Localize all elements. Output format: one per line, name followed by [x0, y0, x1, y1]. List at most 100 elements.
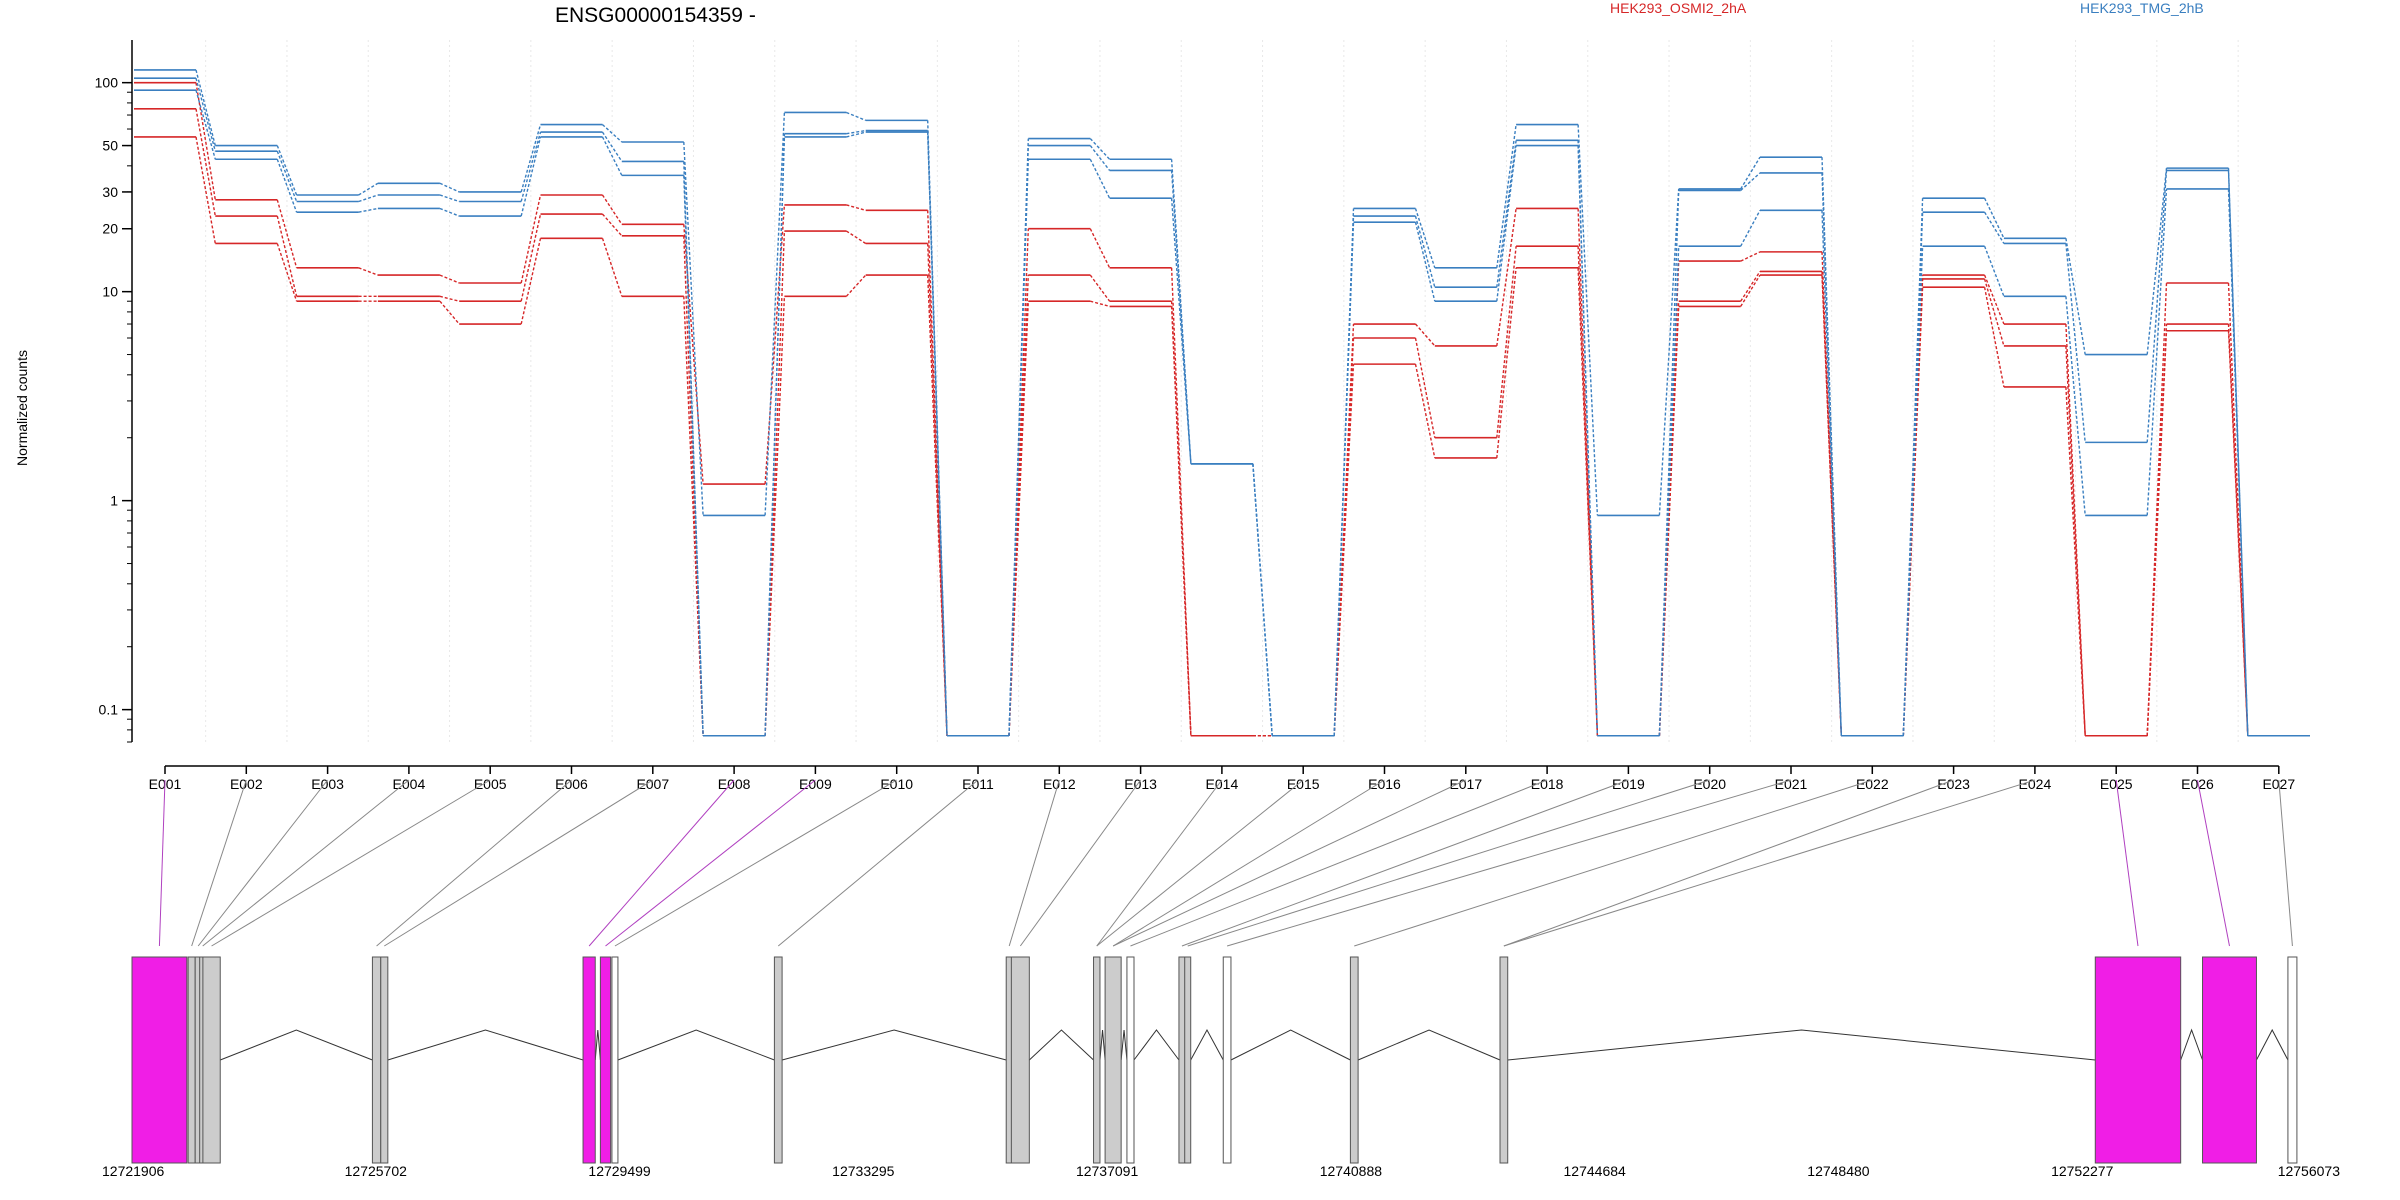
x-tick-label-e013: E013 [1124, 776, 1157, 792]
exon-box-e011 [773, 956, 783, 1164]
series-connector [1496, 208, 1517, 347]
series-connector [1902, 278, 1924, 736]
series-connector [276, 199, 298, 269]
series-connector [1414, 215, 1436, 288]
series-connector [195, 78, 216, 152]
coordinate-label: 12744684 [1564, 1163, 1627, 1179]
connector-e002 [191, 779, 247, 947]
series-connector [1414, 208, 1436, 269]
chart-title: ENSG00000154359 - [555, 4, 756, 27]
series-connector [1333, 222, 1355, 736]
series-connector [601, 136, 623, 176]
exon-box-e023 [2202, 956, 2257, 1164]
coordinate-label: 12725702 [345, 1163, 408, 1179]
genomic-coordinate-axis: 12721906 12725702 12729499 12733295 12737091… [102, 1163, 2340, 1179]
x-tick-label-e016: E016 [1368, 776, 1401, 792]
series-connector [601, 131, 623, 162]
series-connector [1821, 275, 1842, 736]
series-connector [764, 112, 786, 516]
intron-line [1099, 1029, 1106, 1061]
series-connector [1089, 145, 1111, 171]
series-connector [358, 194, 379, 203]
series-connector [520, 136, 542, 217]
series-connector [2146, 168, 2168, 355]
legend-entry-tmg: HEK293_TMG_2hB [2080, 0, 2204, 16]
exon-box-e019 [1222, 956, 1232, 1164]
connector-e022 [1354, 779, 1873, 947]
y-tick-label: 100 [95, 75, 119, 91]
exon-box-e016 [1126, 956, 1135, 1164]
series-connector [1170, 306, 1192, 736]
series-connector [1090, 300, 1110, 308]
series-5 [134, 77, 2310, 737]
series-4 [134, 69, 2310, 737]
intron-line [1028, 1029, 1094, 1061]
x-tick-label-e015: E015 [1287, 776, 1320, 792]
intron-line [1120, 1029, 1128, 1061]
exon-box-e009 [599, 956, 612, 1164]
series-connector [1089, 228, 1111, 269]
series-connector [520, 213, 542, 302]
series-connector [1414, 222, 1436, 302]
y-tick-label: 50 [102, 138, 118, 154]
x-tick-label-e022: E022 [1856, 776, 1889, 792]
x-tick-label-e026: E026 [2181, 776, 2214, 792]
connector-e007 [384, 779, 654, 947]
series-connector [358, 182, 379, 196]
connector-e026 [2197, 779, 2230, 947]
series-connector [601, 238, 623, 297]
connector-e018 [1130, 779, 1548, 947]
series-connector [1740, 271, 1761, 302]
connector-e011 [777, 779, 979, 947]
series-connector [520, 131, 542, 202]
x-tick-label-e024: E024 [2019, 776, 2052, 792]
intron-line [1190, 1028, 1224, 1061]
series-connector [927, 132, 948, 736]
x-tick-label-e006: E006 [555, 776, 588, 792]
intron-line [1133, 1029, 1180, 1061]
series-connector [195, 108, 216, 217]
series-connector [1902, 246, 1924, 736]
series-connector [276, 243, 298, 302]
y-tick-label: 1 [110, 493, 118, 509]
series-connector [1821, 210, 1842, 736]
series-connector [601, 194, 623, 225]
legend-entry-osmi2: HEK293_OSMI2_2hA [1610, 0, 1747, 16]
series-connector [1496, 145, 1517, 302]
y-axis: 0.1 1 10 20 30 50 100 [95, 40, 133, 743]
coordinate-label: 12729499 [588, 1163, 651, 1179]
connector-e017 [1112, 779, 1467, 947]
series-connector [1740, 251, 1761, 262]
series-connector [358, 207, 379, 213]
series-connector [1821, 172, 1842, 736]
connector-e024 [1503, 779, 2036, 947]
series-connector [276, 159, 298, 213]
series-2 [134, 107, 2310, 737]
series-connector [439, 182, 460, 193]
series-connector [2065, 243, 2086, 443]
coordinate-label: 12737091 [1076, 1163, 1139, 1179]
series-connector [2146, 188, 2168, 516]
series-connector [1496, 246, 1517, 438]
connector-e008 [588, 779, 735, 947]
series-1 [134, 81, 2310, 737]
connector-e012 [1008, 779, 1060, 947]
series-connector [1740, 209, 1761, 247]
series-connector [1008, 159, 1029, 736]
coordinate-label: 12733295 [832, 1163, 895, 1179]
connector-e003 [197, 779, 328, 947]
series-connector [1658, 188, 1680, 516]
exon-box-e021 [1499, 956, 1509, 1164]
series-connector [520, 194, 542, 284]
series-connector [602, 124, 623, 143]
intron-line [2256, 1028, 2289, 1061]
series-connector [520, 124, 542, 193]
exon-box-e024 [2287, 956, 2298, 1164]
series-connector [1008, 228, 1029, 736]
series-lines [134, 69, 2310, 737]
exon-box-e014 [1093, 956, 1101, 1164]
x-tick-label-e012: E012 [1043, 776, 1076, 792]
x-tick-label-e003: E003 [311, 776, 344, 792]
series-connector [846, 129, 866, 135]
connector-e013 [1019, 779, 1142, 947]
